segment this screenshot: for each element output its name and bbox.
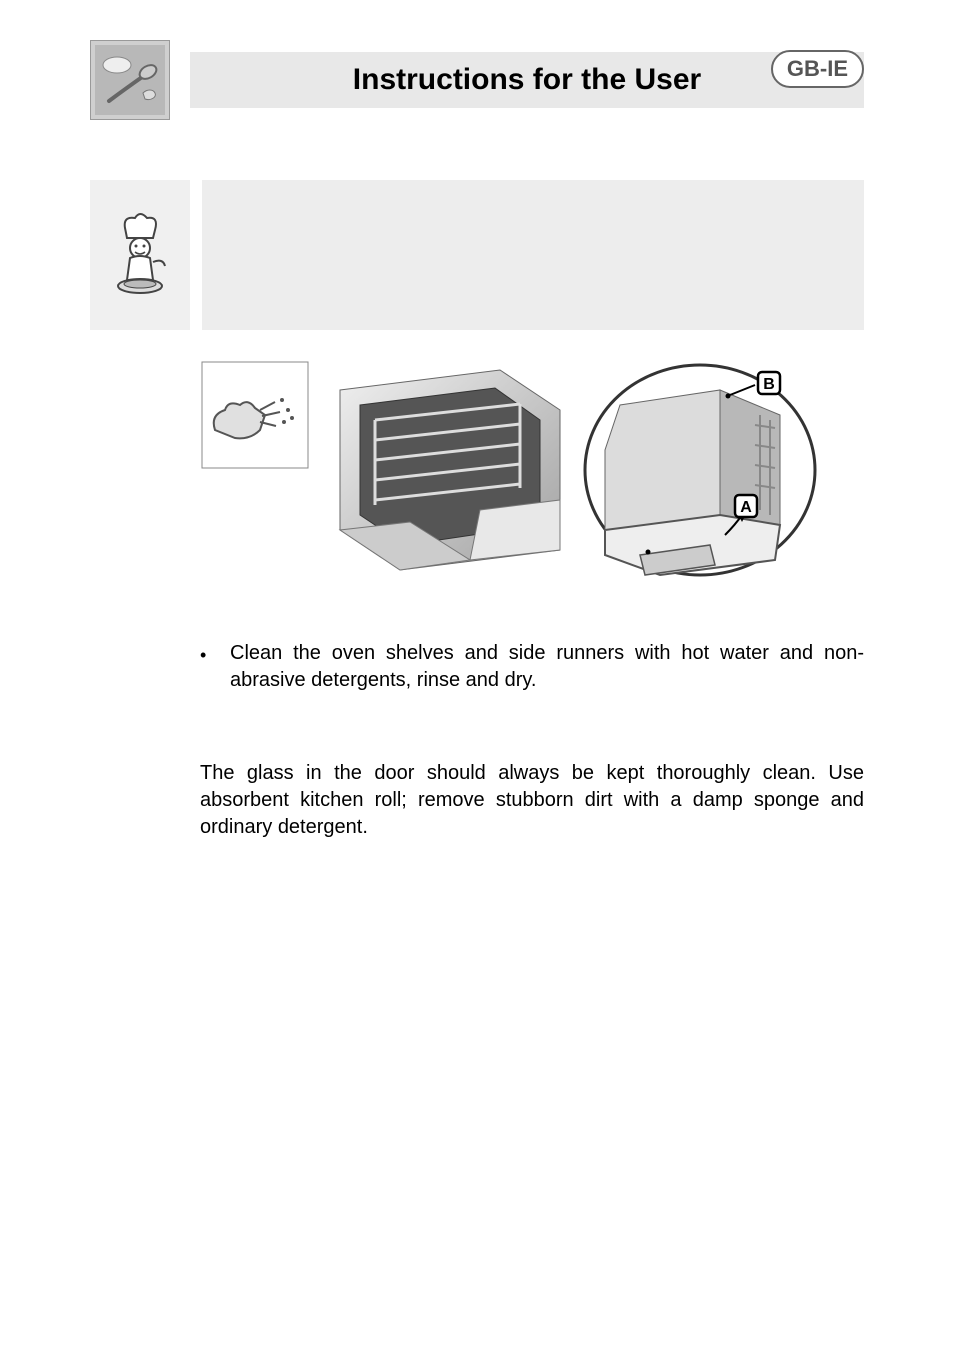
language-badge: GB-IE xyxy=(771,50,864,88)
info-icon-column xyxy=(90,180,190,330)
bullet-text: Clean the oven shelves and side runners … xyxy=(230,640,864,694)
label-a: A xyxy=(740,499,752,516)
door-glass-paragraph: The glass in the door should always be k… xyxy=(200,760,864,841)
info-block xyxy=(90,180,864,330)
chef-icon xyxy=(105,210,175,300)
oven-shelves-illustration xyxy=(320,360,570,585)
label-b: B xyxy=(763,376,775,393)
bullet-item: • Clean the oven shelves and side runner… xyxy=(200,640,864,694)
oven-runner-detail-illustration: B A xyxy=(580,360,820,595)
hand-spray-illustration xyxy=(200,360,310,475)
page-title: Instructions for the User xyxy=(353,63,701,97)
info-block-body xyxy=(202,180,864,330)
page-header: Instructions for the User GB-IE xyxy=(90,40,864,120)
header-title-bar: Instructions for the User xyxy=(190,52,864,108)
header-icon-box xyxy=(90,40,170,120)
bullet-marker: • xyxy=(200,640,230,694)
illustration-row: B A xyxy=(200,360,804,600)
spoon-cloud-icon xyxy=(95,45,165,115)
